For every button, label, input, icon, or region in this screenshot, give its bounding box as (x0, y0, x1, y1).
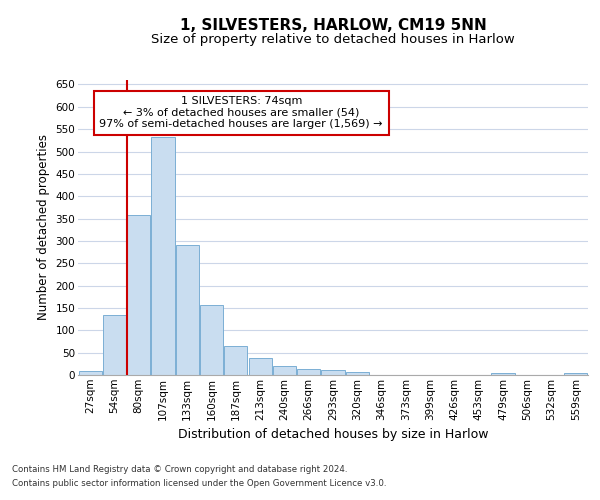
Bar (491, 373, 515, 375)
Bar (79, 370, 101, 375)
Bar (176, 246, 199, 375)
Y-axis label: Number of detached properties: Number of detached properties (37, 134, 50, 320)
Bar (224, 346, 247, 375)
Text: 1 SILVESTERS: 74sqm
← 3% of detached houses are smaller (54)
97% of semi-detache: 1 SILVESTERS: 74sqm ← 3% of detached hou… (100, 96, 383, 130)
Bar (565, 373, 587, 375)
Bar (273, 366, 296, 375)
X-axis label: Distribution of detached houses by size in Harlow: Distribution of detached houses by size … (178, 428, 488, 441)
Text: Contains HM Land Registry data © Crown copyright and database right 2024.: Contains HM Land Registry data © Crown c… (12, 466, 347, 474)
Bar (127, 215, 150, 375)
Text: Size of property relative to detached houses in Harlow: Size of property relative to detached ho… (151, 32, 515, 46)
Bar (346, 372, 369, 375)
Bar (151, 137, 175, 375)
Bar (200, 305, 223, 375)
Bar (297, 368, 320, 375)
Bar (248, 358, 272, 375)
Text: Contains public sector information licensed under the Open Government Licence v3: Contains public sector information licen… (12, 479, 386, 488)
Text: 1, SILVESTERS, HARLOW, CM19 5NN: 1, SILVESTERS, HARLOW, CM19 5NN (179, 18, 487, 32)
Bar (103, 314, 126, 375)
Bar (322, 370, 344, 375)
